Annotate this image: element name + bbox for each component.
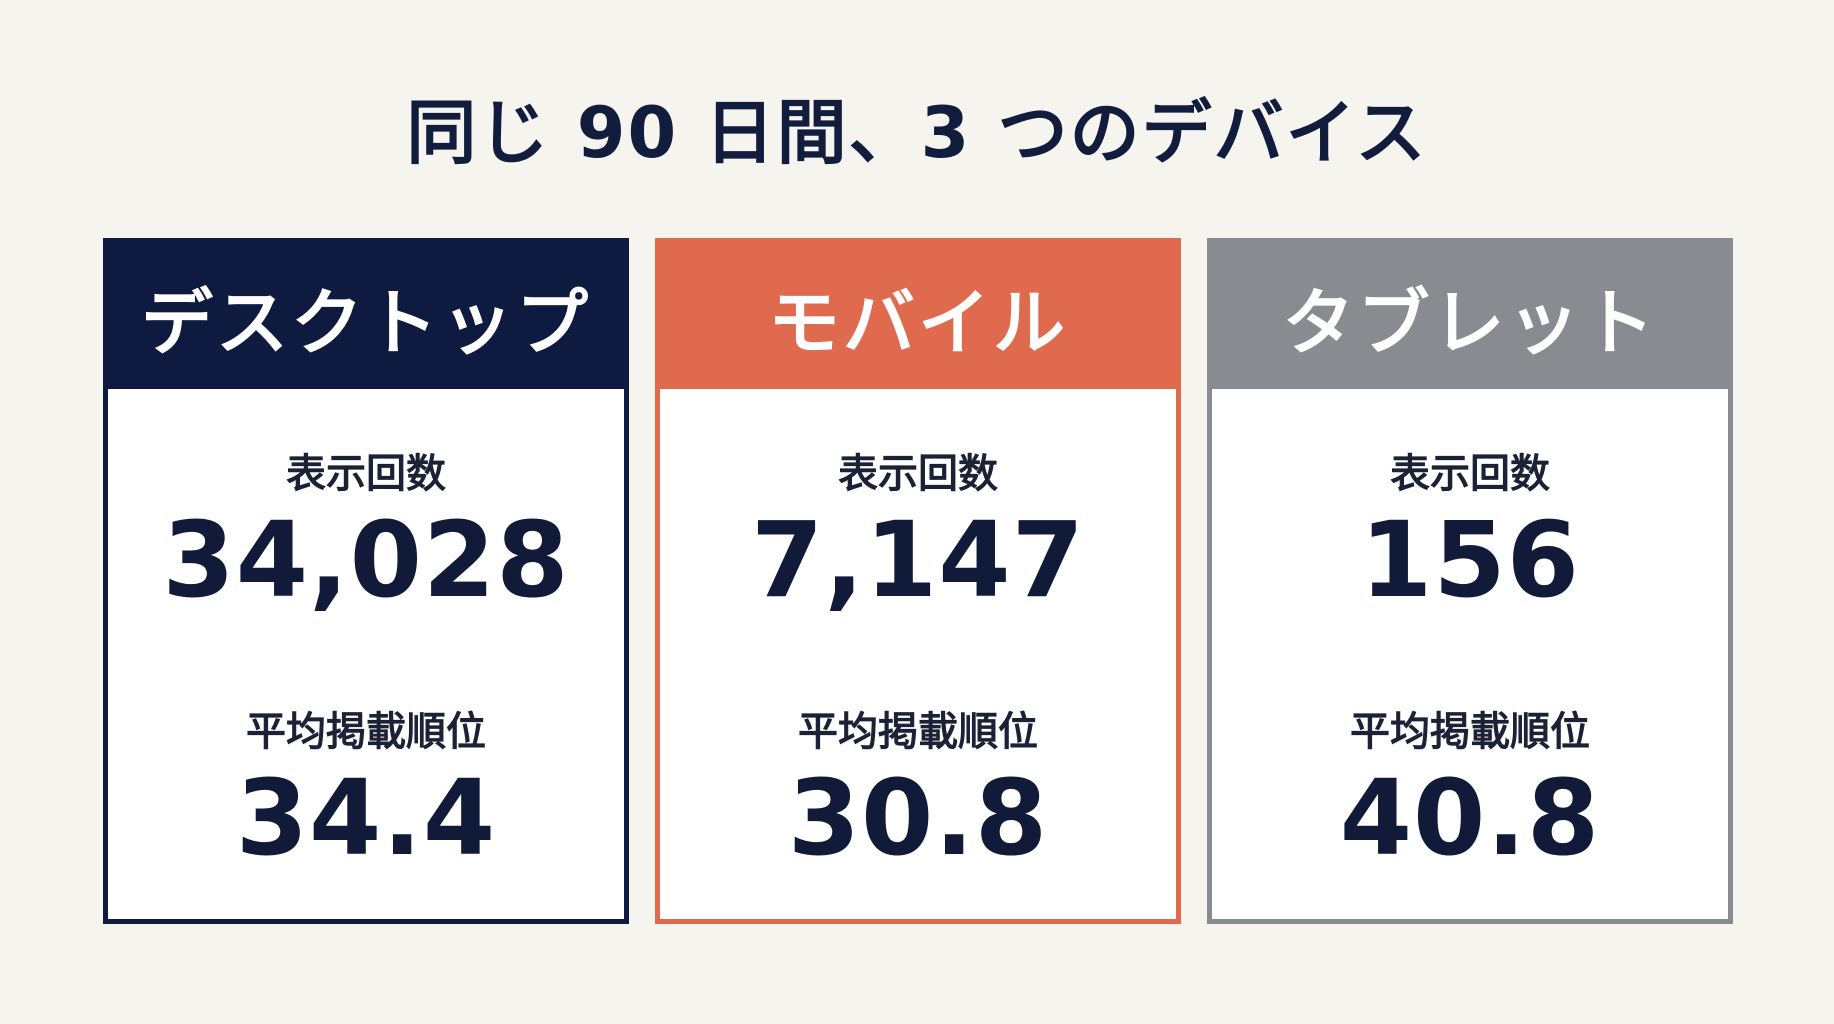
avg-position-value: 34.4 [235,757,497,879]
device-card-header: タブレット [1212,243,1728,389]
impressions-value: 34,028 [162,499,570,621]
impressions-label: 表示回数 [1390,451,1550,497]
avg-position-label: 平均掲載順位 [1350,709,1590,755]
device-card-header: モバイル [660,243,1176,389]
device-card-body: 表示回数 156 平均掲載順位 40.8 [1212,389,1728,919]
page-title: 同じ 90 日間、3 つのデバイス [406,92,1428,174]
impressions-label: 表示回数 [286,451,446,497]
impressions-label: 表示回数 [838,451,998,497]
device-card-tablet: タブレット 表示回数 156 平均掲載順位 40.8 [1207,238,1733,924]
device-card-desktop: デスクトップ 表示回数 34,028 平均掲載順位 34.4 [103,238,629,924]
device-card-header: デスクトップ [108,243,624,389]
impressions-value: 156 [1359,499,1581,621]
avg-position-value: 30.8 [787,757,1049,879]
impressions-value: 7,147 [751,499,1085,621]
avg-position-label: 平均掲載順位 [246,709,486,755]
device-card-mobile: モバイル 表示回数 7,147 平均掲載順位 30.8 [655,238,1181,924]
avg-position-label: 平均掲載順位 [798,709,1038,755]
device-card-body: 表示回数 7,147 平均掲載順位 30.8 [660,389,1176,919]
device-card-body: 表示回数 34,028 平均掲載順位 34.4 [108,389,624,919]
avg-position-value: 40.8 [1339,757,1601,879]
